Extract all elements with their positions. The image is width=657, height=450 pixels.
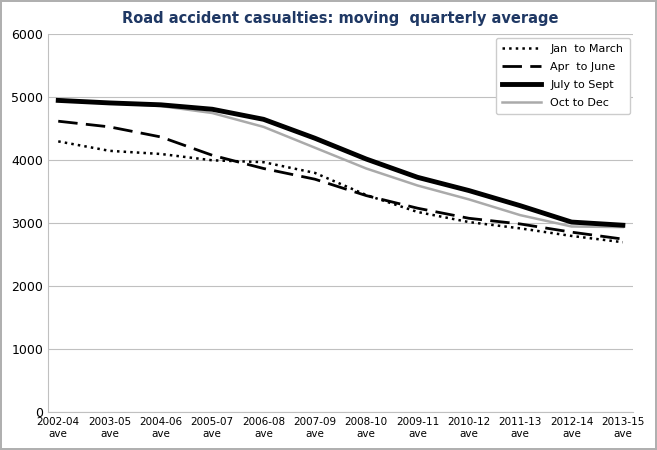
Oct to Dec (55, 97, 62, 103)
July to Sept (516, 203, 524, 208)
Jan  to March (619, 239, 627, 245)
July to Sept (260, 117, 267, 122)
July to Sept (55, 98, 62, 103)
Apr  to June (619, 236, 627, 242)
July to Sept (362, 156, 370, 162)
July to Sept (619, 222, 627, 228)
Jan  to March (568, 233, 576, 238)
Oct to Dec (106, 100, 114, 106)
July to Sept (106, 100, 114, 106)
Line: Jan  to March: Jan to March (58, 141, 623, 242)
Apr  to June (55, 118, 62, 124)
Jan  to March (106, 148, 114, 153)
Apr  to June (465, 216, 473, 221)
July to Sept (157, 102, 165, 108)
Line: Oct to Dec: Oct to Dec (58, 100, 623, 227)
Jan  to March (516, 225, 524, 231)
Apr  to June (362, 193, 370, 198)
July to Sept (465, 188, 473, 193)
Jan  to March (157, 151, 165, 157)
Apr  to June (260, 166, 267, 171)
Oct to Dec (465, 197, 473, 202)
Title: Road accident casualties: moving  quarterly average: Road accident casualties: moving quarter… (122, 11, 559, 26)
Jan  to March (465, 219, 473, 225)
Oct to Dec (516, 212, 524, 218)
Jan  to March (260, 159, 267, 165)
Oct to Dec (260, 124, 267, 130)
Oct to Dec (311, 145, 319, 150)
Apr  to June (208, 153, 216, 158)
Oct to Dec (157, 104, 165, 109)
Jan  to March (362, 192, 370, 198)
Legend: Jan  to March, Apr  to June, July to Sept, Oct to Dec: Jan to March, Apr to June, July to Sept,… (495, 37, 630, 114)
Oct to Dec (619, 225, 627, 230)
Jan  to March (208, 158, 216, 163)
Line: July to Sept: July to Sept (58, 100, 623, 225)
Apr  to June (157, 134, 165, 140)
Line: Apr  to June: Apr to June (58, 121, 623, 239)
Apr  to June (311, 176, 319, 182)
Jan  to March (55, 139, 62, 144)
July to Sept (208, 107, 216, 112)
Jan  to March (311, 170, 319, 176)
Oct to Dec (362, 166, 370, 171)
Oct to Dec (568, 224, 576, 229)
Oct to Dec (414, 183, 422, 188)
Jan  to March (414, 209, 422, 215)
July to Sept (414, 175, 422, 180)
Apr  to June (106, 124, 114, 130)
Oct to Dec (208, 110, 216, 116)
Apr  to June (414, 206, 422, 211)
July to Sept (568, 219, 576, 225)
Apr  to June (516, 221, 524, 227)
July to Sept (311, 135, 319, 141)
Apr  to June (568, 230, 576, 235)
